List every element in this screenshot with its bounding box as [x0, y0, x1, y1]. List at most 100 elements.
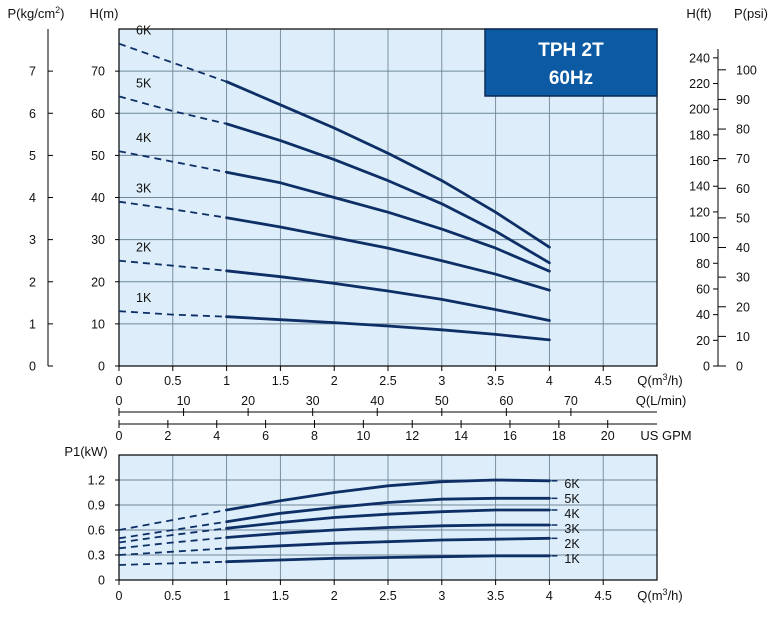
power-series-label-4k: 4K	[564, 507, 580, 521]
pressure-psi-tick-label: 60	[736, 182, 750, 196]
flow-lmin-tick-label: 60	[499, 394, 513, 408]
power-x-tick-label: 2.5	[379, 589, 396, 603]
head-ft-tick-label: 120	[689, 205, 710, 219]
head-ft-axis-title: H(ft)	[686, 6, 711, 21]
flow-usgpm-tick-label: 4	[213, 429, 220, 443]
flow-lmin-axis-title: Q(L/min)	[636, 393, 687, 408]
pressure-psi-tick-label: 50	[736, 211, 750, 225]
head-y-axis-title: H(m)	[90, 6, 119, 21]
flow-usgpm-tick-label: 12	[405, 429, 419, 443]
pressure-psi-tick-label: 10	[736, 330, 750, 344]
power-curve-6k-dashed	[118, 509, 227, 531]
model-badge-box	[484, 28, 658, 97]
power-curve-3k-dashed	[118, 536, 227, 550]
pressure-psi-tick-label: 0	[736, 360, 743, 374]
head-x-tick-label: 2	[331, 374, 338, 388]
head-series-label-1k: 1K	[136, 291, 152, 305]
head-y-tick-label: 60	[91, 107, 105, 121]
head-curve-5k	[225, 122, 551, 265]
flow-lmin-tick-label: 30	[306, 394, 320, 408]
pressure-kg-tick-label: 0	[29, 360, 36, 374]
flow-usgpm-tick-label: 6	[262, 429, 269, 443]
flow-lmin-tick-label: 20	[241, 394, 255, 408]
head-ft-tick-label: 20	[696, 334, 710, 348]
head-ft-tick-label: 60	[696, 282, 710, 296]
power-curve-2k-dashed	[118, 547, 227, 556]
head-series-label-4k: 4K	[136, 131, 152, 145]
head-curve-1k-dashed	[118, 310, 227, 318]
power-x-tick-label: 2	[331, 589, 338, 603]
head-series-label-3k: 3K	[136, 182, 152, 196]
pressure-psi-tick-label: 90	[736, 93, 750, 107]
power-curve-6k	[225, 478, 551, 512]
power-x-tick-label: 1	[223, 589, 230, 603]
head-ft-tick-label: 200	[689, 103, 710, 117]
pressure-psi-axis-title: P(psi)	[734, 6, 768, 21]
power-x-tick-label: 0.5	[164, 589, 181, 603]
model-name: TPH 2T	[538, 40, 604, 61]
power-series-label-1k: 1K	[564, 552, 580, 566]
flow-lmin-tick-label: 50	[435, 394, 449, 408]
head-series-label-5k: 5K	[136, 76, 152, 90]
power-y-tick-label: 1.2	[88, 474, 105, 488]
flow-lmin-tick-label: 40	[370, 394, 384, 408]
flow-usgpm-axis-title: US GPM	[640, 428, 691, 443]
head-curve-5k-dashed	[118, 95, 227, 125]
flow-lmin-tick-label: 70	[564, 394, 578, 408]
head-curve-6k	[225, 80, 551, 249]
head-ft-tick-label: 40	[696, 308, 710, 322]
head-curve-3k	[225, 216, 551, 292]
power-x-tick-label: 4.5	[595, 589, 612, 603]
pressure-kg-tick-label: 6	[29, 107, 36, 121]
pressure-kg-tick-label: 1	[29, 317, 36, 331]
head-ft-tick-label: 160	[689, 154, 710, 168]
head-curve-4k-dashed	[118, 150, 227, 174]
head-series-label-2k: 2K	[136, 241, 152, 255]
flow-usgpm-tick-label: 8	[311, 429, 318, 443]
head-x-tick-label: 0.5	[164, 374, 181, 388]
power-y-tick-label: 0	[98, 574, 105, 588]
model-badge: TPH 2T 60Hz	[484, 28, 658, 97]
power-curve-panel: 0 0.3 0.6 0.9 1.2 P1(kW) 0 0.5 1 1.5 2 2.5 3 3.5 4 4.5 Q…	[64, 444, 682, 603]
head-x-tick-label: 4	[546, 374, 553, 388]
head-x-tick-label: 3	[438, 374, 445, 388]
power-curve-4k-dashed	[118, 527, 227, 544]
power-y-tick-label: 0.9	[88, 499, 105, 513]
head-x-axis-title: Q(m3/h)	[637, 372, 682, 388]
head-x-tick-label: 2.5	[379, 374, 396, 388]
pressure-kg-tick-label: 7	[29, 65, 36, 79]
head-x-tick-label: 1	[223, 374, 230, 388]
flow-usgpm-tick-label: 18	[552, 429, 566, 443]
power-curve-3k	[225, 523, 551, 539]
head-ft-tick-label: 0	[703, 360, 710, 374]
power-x-tick-label: 4	[546, 589, 553, 603]
power-y-tick-label: 0.6	[88, 524, 105, 538]
frequency-label: 60Hz	[549, 68, 593, 89]
pressure-kg-axis-title: P(kg/cm2)	[7, 5, 64, 21]
power-curve-2k	[225, 536, 551, 550]
flow-usgpm-tick-label: 20	[601, 429, 615, 443]
pressure-psi-tick-label: 70	[736, 152, 750, 166]
power-x-tick-label: 3.5	[487, 589, 504, 603]
pressure-kg-tick-label: 5	[29, 149, 36, 163]
power-x-tick-label: 1.5	[272, 589, 289, 603]
flow-usgpm-tick-label: 2	[164, 429, 171, 443]
head-series-label-6k: 6K	[136, 24, 152, 38]
power-series-label-6k: 6K	[564, 477, 580, 491]
head-ft-tick-label: 180	[689, 128, 710, 142]
power-series-label-5k: 5K	[564, 492, 580, 506]
pressure-psi-tick-label: 30	[736, 271, 750, 285]
power-curve-1k	[225, 554, 551, 564]
head-ft-tick-label: 140	[689, 180, 710, 194]
head-x-tick-label: 1.5	[272, 374, 289, 388]
pressure-psi-tick-label: 80	[736, 123, 750, 137]
head-curve-2k-dashed	[118, 259, 227, 272]
flow-lmin-tick-label: 10	[177, 394, 191, 408]
head-y-tick-label: 40	[91, 191, 105, 205]
head-y-tick-label: 70	[91, 65, 105, 79]
pressure-kg-tick-label: 3	[29, 233, 36, 247]
head-y-tick-label: 10	[91, 317, 105, 331]
head-ft-tick-label: 220	[689, 77, 710, 91]
head-curve-2k	[225, 269, 551, 322]
power-curve-5k	[225, 496, 551, 524]
